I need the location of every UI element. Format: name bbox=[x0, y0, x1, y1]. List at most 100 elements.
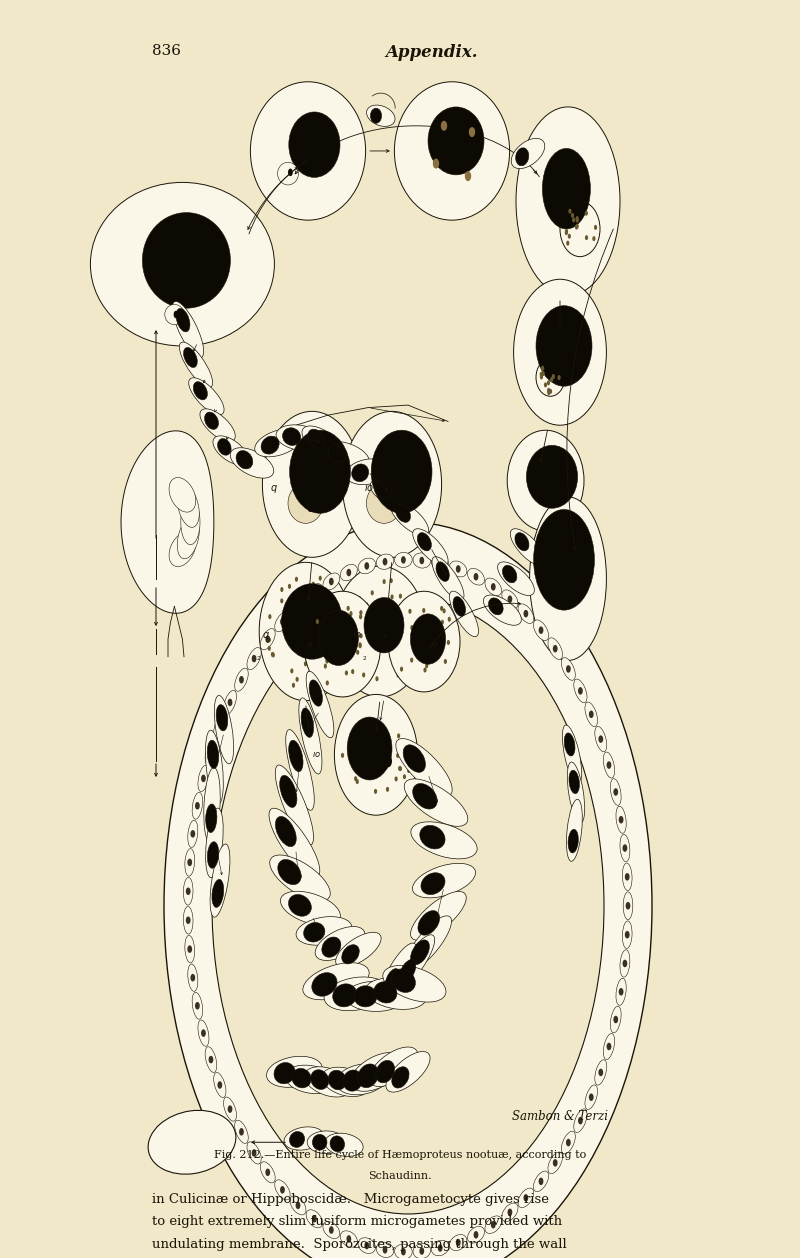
Circle shape bbox=[585, 235, 588, 240]
Circle shape bbox=[474, 1232, 478, 1239]
Circle shape bbox=[330, 671, 333, 676]
Ellipse shape bbox=[485, 1216, 502, 1233]
Ellipse shape bbox=[299, 698, 322, 774]
Ellipse shape bbox=[585, 1084, 598, 1110]
Ellipse shape bbox=[179, 342, 213, 387]
Circle shape bbox=[523, 610, 528, 618]
Circle shape bbox=[566, 240, 570, 245]
Ellipse shape bbox=[436, 562, 450, 581]
Circle shape bbox=[401, 556, 406, 564]
Circle shape bbox=[376, 725, 379, 730]
Ellipse shape bbox=[282, 428, 301, 445]
Ellipse shape bbox=[413, 1243, 430, 1258]
Ellipse shape bbox=[516, 147, 529, 166]
Circle shape bbox=[553, 645, 558, 653]
Ellipse shape bbox=[568, 829, 578, 853]
Circle shape bbox=[383, 728, 386, 733]
Circle shape bbox=[614, 789, 618, 796]
Circle shape bbox=[316, 618, 319, 623]
Ellipse shape bbox=[518, 604, 534, 624]
Circle shape bbox=[201, 1029, 206, 1037]
Circle shape bbox=[292, 683, 295, 688]
Ellipse shape bbox=[404, 779, 468, 827]
Ellipse shape bbox=[562, 725, 582, 785]
Circle shape bbox=[295, 603, 300, 610]
Circle shape bbox=[410, 632, 414, 637]
Ellipse shape bbox=[214, 715, 226, 738]
Ellipse shape bbox=[322, 937, 341, 957]
Ellipse shape bbox=[411, 821, 477, 859]
Circle shape bbox=[362, 756, 365, 761]
Ellipse shape bbox=[390, 501, 429, 536]
Ellipse shape bbox=[399, 960, 416, 984]
Ellipse shape bbox=[142, 213, 230, 308]
Ellipse shape bbox=[526, 445, 578, 508]
Ellipse shape bbox=[595, 726, 606, 752]
Ellipse shape bbox=[250, 82, 366, 220]
Ellipse shape bbox=[394, 552, 412, 567]
Ellipse shape bbox=[290, 430, 350, 513]
Circle shape bbox=[394, 776, 398, 781]
Circle shape bbox=[304, 662, 307, 667]
Ellipse shape bbox=[309, 679, 322, 706]
Circle shape bbox=[354, 776, 358, 781]
Circle shape bbox=[295, 677, 298, 682]
Ellipse shape bbox=[194, 381, 207, 400]
Circle shape bbox=[252, 1149, 257, 1156]
Circle shape bbox=[448, 616, 451, 621]
Circle shape bbox=[228, 1106, 233, 1113]
Circle shape bbox=[190, 830, 195, 838]
Circle shape bbox=[333, 640, 336, 645]
Ellipse shape bbox=[421, 873, 445, 894]
Ellipse shape bbox=[376, 482, 391, 498]
Ellipse shape bbox=[354, 986, 377, 1006]
Circle shape bbox=[398, 766, 402, 771]
Circle shape bbox=[218, 723, 222, 731]
Ellipse shape bbox=[394, 1244, 412, 1258]
Text: $q$: $q$ bbox=[262, 630, 270, 642]
Circle shape bbox=[568, 234, 571, 239]
Ellipse shape bbox=[574, 679, 587, 703]
Circle shape bbox=[330, 640, 333, 645]
Circle shape bbox=[592, 237, 595, 242]
Circle shape bbox=[438, 649, 442, 654]
Ellipse shape bbox=[548, 1152, 562, 1174]
Circle shape bbox=[381, 762, 384, 767]
Circle shape bbox=[566, 665, 570, 673]
Circle shape bbox=[378, 765, 382, 770]
Circle shape bbox=[382, 559, 387, 566]
Circle shape bbox=[295, 576, 298, 581]
Circle shape bbox=[280, 618, 285, 625]
Circle shape bbox=[375, 755, 378, 760]
Polygon shape bbox=[121, 430, 214, 614]
Ellipse shape bbox=[322, 442, 370, 469]
Circle shape bbox=[366, 649, 370, 654]
Ellipse shape bbox=[307, 1131, 346, 1154]
Text: in Culicinæ or Hippoboscidæ.   Microgametocyte gives rise: in Culicinæ or Hippoboscidæ. Microgameto… bbox=[152, 1193, 549, 1205]
Ellipse shape bbox=[266, 1057, 322, 1087]
Circle shape bbox=[294, 609, 298, 614]
Circle shape bbox=[442, 609, 446, 614]
Ellipse shape bbox=[308, 429, 324, 448]
Ellipse shape bbox=[358, 1238, 375, 1253]
Circle shape bbox=[541, 366, 544, 371]
Ellipse shape bbox=[192, 993, 202, 1019]
Circle shape bbox=[280, 587, 283, 593]
Circle shape bbox=[268, 614, 271, 619]
Text: $\imath o$: $\imath o$ bbox=[352, 630, 362, 640]
Ellipse shape bbox=[453, 596, 466, 616]
Ellipse shape bbox=[304, 1067, 352, 1097]
Circle shape bbox=[622, 960, 627, 967]
Ellipse shape bbox=[223, 1097, 237, 1121]
Circle shape bbox=[344, 644, 347, 649]
Ellipse shape bbox=[218, 439, 231, 455]
Ellipse shape bbox=[502, 565, 517, 582]
Ellipse shape bbox=[207, 740, 218, 769]
Ellipse shape bbox=[262, 411, 362, 557]
Circle shape bbox=[576, 218, 579, 223]
Circle shape bbox=[614, 1015, 618, 1023]
Circle shape bbox=[352, 637, 355, 642]
Circle shape bbox=[366, 745, 369, 750]
Ellipse shape bbox=[364, 598, 404, 653]
Circle shape bbox=[352, 614, 355, 619]
